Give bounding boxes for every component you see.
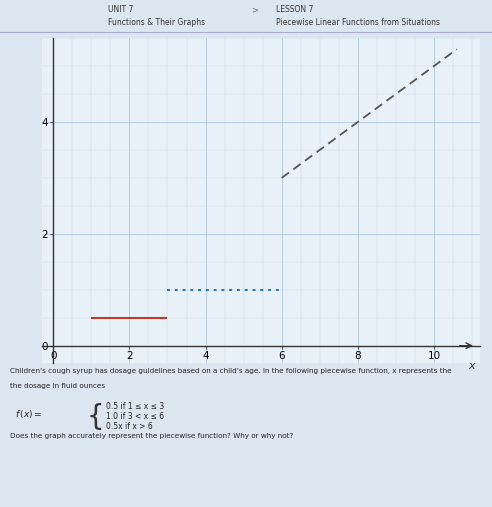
Text: >: > (251, 5, 258, 14)
Text: $f\,(x) =$: $f\,(x) =$ (15, 408, 42, 420)
Text: Children's cough syrup has dosage guidelines based on a child's age. In the foll: Children's cough syrup has dosage guidel… (10, 368, 452, 374)
Text: Functions & Their Graphs: Functions & Their Graphs (108, 18, 205, 27)
Text: UNIT 7: UNIT 7 (108, 5, 134, 14)
Text: 1.0 if 3 < x ≤ 6: 1.0 if 3 < x ≤ 6 (106, 412, 164, 421)
Text: 0.5 if 1 ≤ x ≤ 3: 0.5 if 1 ≤ x ≤ 3 (106, 402, 164, 411)
Text: {: { (86, 403, 104, 431)
Text: Does the graph accurately represent the piecewise function? Why or why not?: Does the graph accurately represent the … (10, 433, 293, 440)
Text: LESSON 7: LESSON 7 (276, 5, 313, 14)
Text: Piecewise Linear Functions from Situations: Piecewise Linear Functions from Situatio… (276, 18, 439, 27)
Text: the dosage in fluid ounces: the dosage in fluid ounces (10, 383, 105, 389)
Text: 0.5x if x > 6: 0.5x if x > 6 (106, 422, 153, 431)
Text: x: x (469, 361, 475, 372)
